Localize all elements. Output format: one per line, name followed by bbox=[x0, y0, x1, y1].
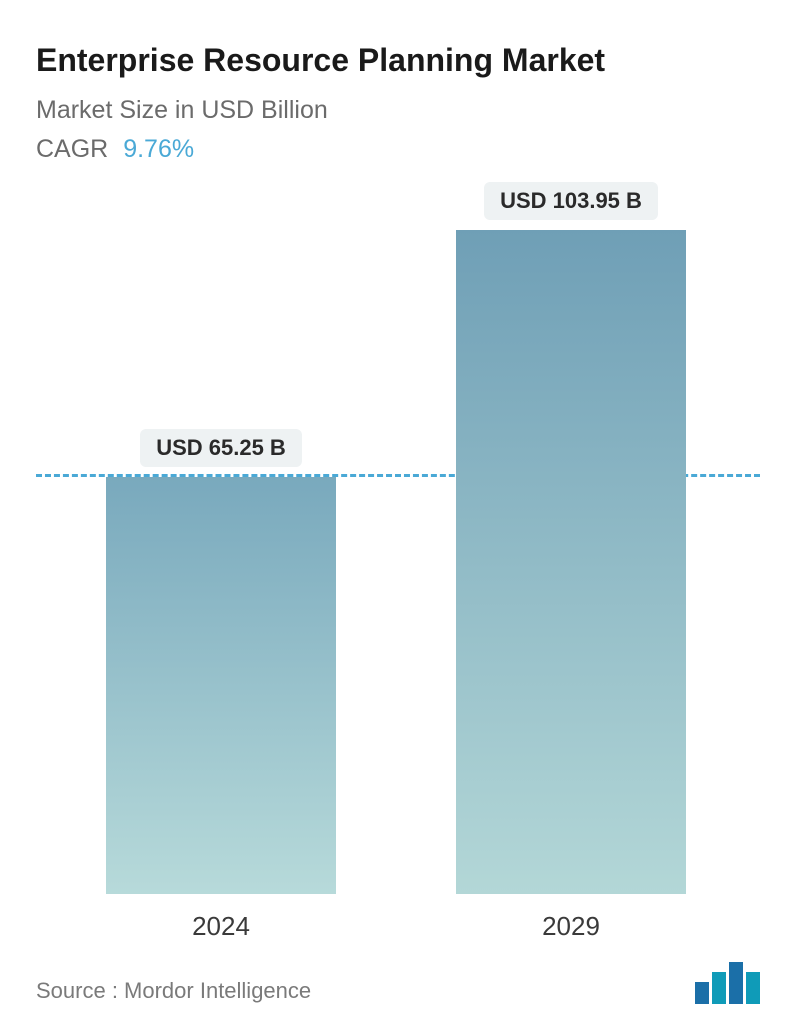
source-text: Source : Mordor Intelligence bbox=[36, 978, 311, 1004]
bar bbox=[456, 230, 686, 894]
bar bbox=[106, 477, 336, 894]
x-axis-label: 2029 bbox=[456, 911, 686, 942]
cagr-row: CAGR 9.76% bbox=[36, 135, 760, 164]
footer: Source : Mordor Intelligence bbox=[36, 962, 760, 1004]
bar-group: USD 65.25 B bbox=[106, 429, 336, 894]
logo-bar-icon bbox=[746, 972, 760, 1004]
cagr-label: CAGR bbox=[36, 135, 108, 163]
x-axis-label: 2024 bbox=[106, 911, 336, 942]
bar-value-label: USD 103.95 B bbox=[484, 182, 658, 220]
chart-area: USD 65.25 B2024USD 103.95 B2029 bbox=[36, 230, 760, 894]
logo-bar-icon bbox=[712, 972, 726, 1004]
logo-bar-icon bbox=[695, 982, 709, 1004]
chart-subtitle: Market Size in USD Billion bbox=[36, 96, 760, 125]
brand-logo-icon bbox=[695, 962, 760, 1004]
bar-value-label: USD 65.25 B bbox=[140, 429, 302, 467]
cagr-value: 9.76% bbox=[123, 135, 194, 163]
market-card: Enterprise Resource Planning Market Mark… bbox=[0, 0, 796, 1034]
chart-title: Enterprise Resource Planning Market bbox=[36, 40, 760, 80]
bar-group: USD 103.95 B bbox=[456, 182, 686, 894]
logo-bar-icon bbox=[729, 962, 743, 1004]
